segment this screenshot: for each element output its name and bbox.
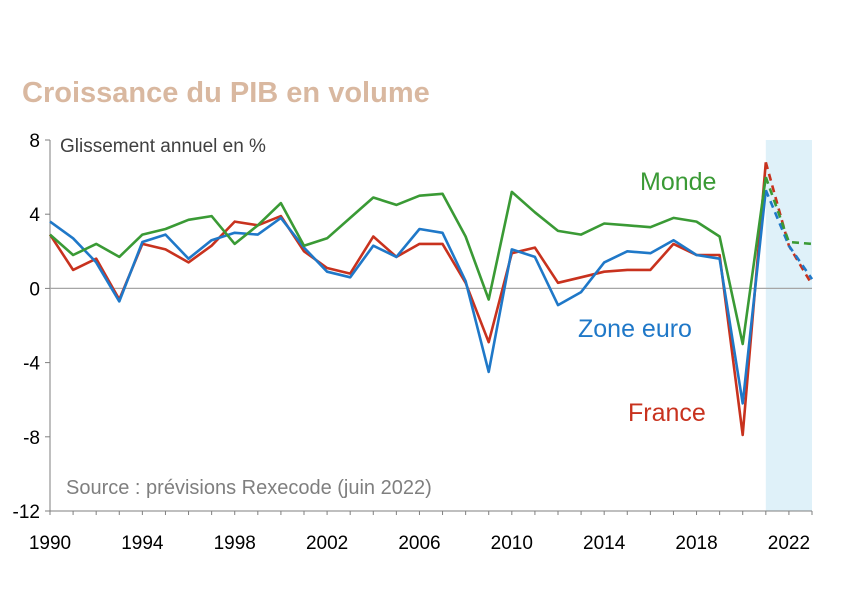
series-label-france: France [628,399,706,427]
x-tick-label: 2022 [768,533,810,554]
x-tick-label: 2006 [398,533,440,554]
x-tick-label: 1994 [121,533,164,554]
series-label-zone-euro: Zone euro [578,315,692,343]
series-label-monde: Monde [640,168,716,196]
y-axis-label: Glissement annuel en % [60,136,266,157]
x-tick-label: 2018 [675,533,717,554]
source-note: Source : prévisions Rexecode (juin 2022) [66,477,432,499]
x-tick-label: 2014 [583,533,626,554]
series-line-zone-euro [49,189,768,405]
x-tick-label: 1998 [214,533,256,554]
y-tick-label: 0 [29,279,40,300]
forecast-band [765,140,812,511]
series-line-monde [49,176,768,346]
chart-title: Croissance du PIB en volume [22,77,430,109]
y-tick-label: -4 [23,354,40,375]
y-tick-label: 8 [29,131,40,152]
x-tick-label: 2010 [491,533,533,554]
x-tick-label: 2002 [306,533,348,554]
x-tick-label: 1990 [29,533,71,554]
series-line-france [48,162,768,437]
y-tick-label: -8 [23,428,40,449]
y-tick-label: -12 [13,502,40,523]
y-tick-label: 4 [29,205,40,226]
series-forecast-line-monde [764,176,813,246]
series-forecast-line-zone-euro [764,189,814,280]
